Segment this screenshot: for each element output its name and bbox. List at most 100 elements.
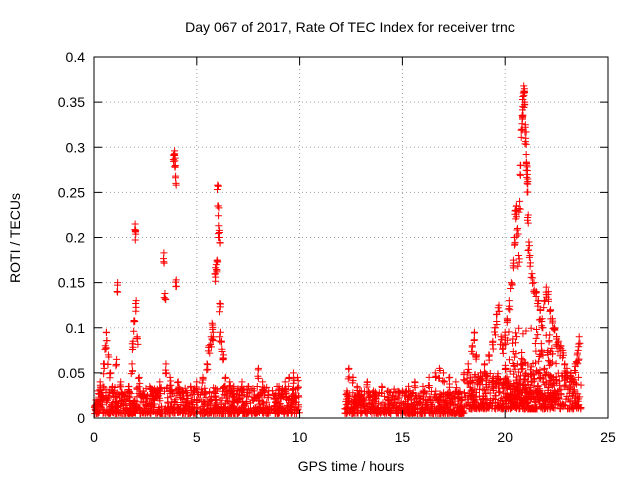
- data-point: [290, 394, 298, 402]
- data-point: [128, 367, 136, 375]
- data-point: [519, 93, 527, 101]
- data-point: [134, 340, 142, 348]
- chart-title: Day 067 of 2017, Rate Of TEC Index for r…: [185, 19, 515, 35]
- data-point: [136, 379, 144, 387]
- data-point: [485, 351, 493, 359]
- data-point: [498, 336, 506, 344]
- data-point: [281, 388, 289, 396]
- data-point: [547, 403, 555, 411]
- data-point: [419, 387, 427, 395]
- data-point: [272, 398, 280, 406]
- data-point: [172, 179, 180, 187]
- data-point: [254, 406, 262, 414]
- data-point: [268, 406, 276, 414]
- data-point: [219, 404, 227, 412]
- data-point: [514, 224, 522, 232]
- x-tick-label: 5: [193, 429, 201, 445]
- data-point: [487, 396, 495, 404]
- x-tick-label: 0: [90, 429, 98, 445]
- data-point: [453, 384, 461, 392]
- data-point: [516, 170, 524, 178]
- data-point: [175, 383, 183, 391]
- data-point: [213, 257, 221, 265]
- data-point: [518, 349, 526, 357]
- data-point: [501, 331, 509, 339]
- data-point: [95, 390, 103, 398]
- data-point: [537, 340, 545, 348]
- data-point: [203, 405, 211, 413]
- data-point: [132, 227, 140, 235]
- data-point: [174, 379, 182, 387]
- data-point: [476, 399, 484, 407]
- data-point: [512, 329, 520, 337]
- y-tick-label: 0.15: [58, 275, 85, 291]
- data-point: [403, 400, 411, 408]
- data-point: [550, 389, 558, 397]
- data-point: [465, 369, 473, 377]
- data-point: [531, 374, 539, 382]
- data-point: [147, 384, 155, 392]
- data-point: [100, 364, 108, 372]
- data-point: [540, 304, 548, 312]
- data-point: [546, 371, 554, 379]
- data-point: [538, 317, 546, 325]
- data-point: [411, 406, 419, 414]
- data-point: [357, 393, 365, 401]
- data-point: [488, 379, 496, 387]
- data-point: [489, 338, 497, 346]
- data-point: [369, 397, 377, 405]
- data-point: [491, 324, 499, 332]
- data-point: [547, 376, 555, 384]
- data-point: [135, 374, 143, 382]
- data-point: [561, 361, 569, 369]
- data-point: [135, 373, 143, 381]
- data-point: [557, 385, 565, 393]
- data-point: [575, 356, 582, 364]
- data-point: [131, 236, 139, 244]
- data-point: [187, 391, 195, 399]
- data-point: [285, 403, 293, 411]
- data-point: [179, 406, 187, 414]
- data-point: [562, 381, 570, 389]
- data-point: [365, 400, 373, 408]
- data-point: [520, 405, 528, 413]
- data-point: [358, 392, 366, 400]
- data-point: [524, 219, 532, 227]
- data-point: [522, 327, 530, 335]
- data-point: [462, 393, 470, 401]
- data-point: [382, 403, 390, 411]
- data-point: [513, 333, 521, 341]
- data-point: [402, 409, 410, 417]
- data-point: [165, 409, 173, 417]
- data-point: [559, 349, 567, 357]
- data-point: [171, 150, 179, 158]
- data-point: [91, 402, 99, 410]
- data-point: [420, 389, 428, 397]
- data-point: [525, 242, 533, 250]
- data-point: [280, 408, 288, 416]
- data-point: [444, 394, 452, 402]
- data-point: [174, 378, 182, 386]
- data-point: [193, 396, 201, 404]
- data-point: [160, 294, 168, 302]
- grid-lines: [94, 57, 608, 418]
- data-point: [525, 246, 533, 254]
- data-point: [515, 258, 523, 266]
- data-point: [513, 213, 521, 221]
- data-point: [522, 150, 530, 158]
- data-point: [458, 409, 466, 417]
- data-point: [427, 401, 435, 409]
- data-point: [495, 388, 503, 396]
- data-point: [106, 403, 114, 411]
- data-point: [294, 377, 302, 385]
- data-point: [477, 375, 485, 383]
- data-point: [216, 239, 224, 247]
- data-point: [501, 378, 509, 386]
- data-point: [516, 161, 524, 169]
- data-point: [526, 252, 534, 260]
- data-point: [411, 384, 419, 392]
- data-point: [345, 397, 353, 405]
- data-point: [274, 409, 282, 417]
- data-point: [560, 376, 568, 384]
- data-point: [575, 333, 583, 341]
